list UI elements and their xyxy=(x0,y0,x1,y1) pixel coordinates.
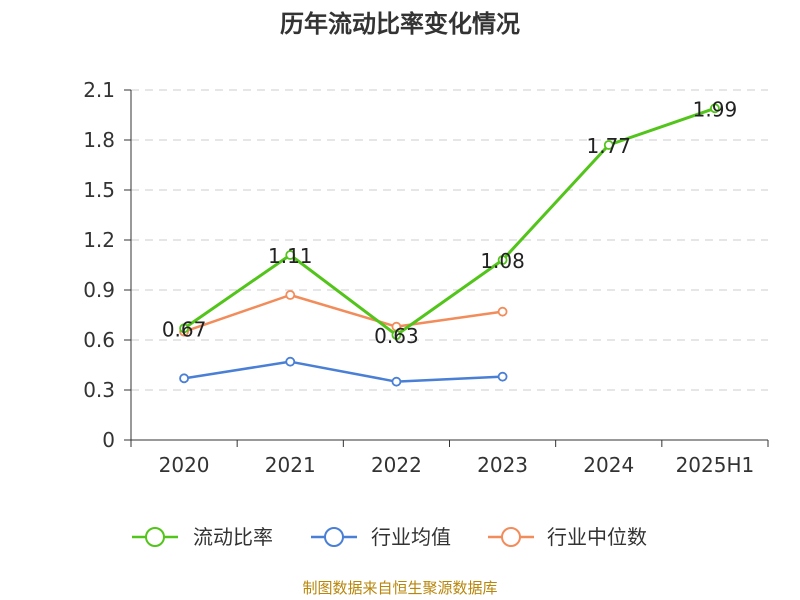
data-point xyxy=(179,373,189,384)
data-point xyxy=(285,356,296,367)
y-tick-label: 0.3 xyxy=(83,378,115,402)
data-label: 1.11 xyxy=(268,244,313,268)
y-tick-label: 2.1 xyxy=(83,78,115,102)
x-tick-label: 2022 xyxy=(371,453,422,477)
data-label: 0.63 xyxy=(374,324,419,348)
legend-label: 行业中位数 xyxy=(547,525,647,549)
grid-layer xyxy=(131,89,768,391)
data-point xyxy=(497,306,508,317)
x-tick-label: 2025H1 xyxy=(676,453,755,477)
data-label: 1.08 xyxy=(480,249,525,273)
legend-label: 行业均值 xyxy=(371,525,451,549)
data-point xyxy=(710,103,720,114)
data-point xyxy=(497,255,508,265)
legend-marker xyxy=(324,527,344,547)
data-point xyxy=(391,330,402,340)
data-point xyxy=(497,371,508,382)
y-tick-label: 0.6 xyxy=(83,328,115,352)
series-line xyxy=(182,360,504,383)
axis-layer: 0 0.3 0.6 0.9 1.2 1.5 1.8 2.1 2020 2021 2022 2023 20… xyxy=(83,78,769,477)
data-point xyxy=(391,376,402,387)
data-label: 0.67 xyxy=(162,317,207,341)
y-tick-label: 1.8 xyxy=(83,128,115,152)
x-tick-label: 2023 xyxy=(477,453,528,477)
data-label: 1.77 xyxy=(586,134,631,158)
y-tick-label: 0 xyxy=(102,428,115,452)
legend-marker xyxy=(501,527,521,547)
legend-item[interactable]: 行业均值 xyxy=(311,525,451,549)
data-point xyxy=(285,250,296,260)
data-point xyxy=(603,140,614,150)
x-tick-label: 2024 xyxy=(583,453,634,477)
data-label: 1.99 xyxy=(693,97,738,121)
series-line xyxy=(182,106,717,337)
series-layer xyxy=(179,103,720,387)
data-point xyxy=(179,323,189,334)
legend-marker xyxy=(145,527,165,547)
source-note: 制图数据来自恒生聚源数据库 xyxy=(302,579,497,597)
y-tick-label: 1.5 xyxy=(83,178,115,202)
legend[interactable]: 流动比率 行业均值 行业中位数 xyxy=(132,525,647,549)
legend-item[interactable]: 流动比率 xyxy=(132,525,273,549)
y-tick-label: 1.2 xyxy=(83,228,115,252)
data-point xyxy=(285,290,296,300)
legend-label: 流动比率 xyxy=(193,525,273,549)
y-tick-label: 0.9 xyxy=(83,278,115,302)
x-tick-label: 2021 xyxy=(265,453,316,477)
chart-title: 历年流动比率变化情况 xyxy=(280,10,520,38)
x-tick-label: 2020 xyxy=(159,453,210,477)
series-line xyxy=(182,293,504,333)
data-label-layer: 0.67 1.11 0.63 1.08 1.77 1.99 xyxy=(162,97,737,348)
legend-item[interactable]: 行业中位数 xyxy=(488,525,647,549)
